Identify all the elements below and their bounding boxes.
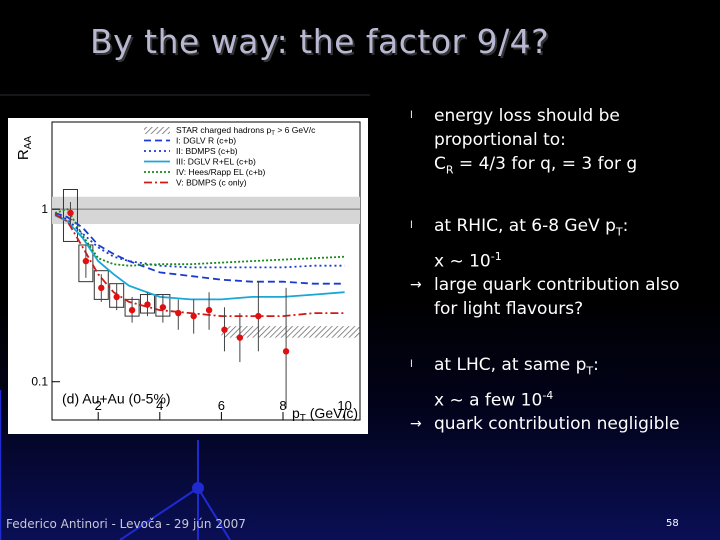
systematic-box	[62, 189, 78, 242]
data-point	[190, 312, 197, 320]
legend-label-series-4: IV: Hees/Rapp EL (c+b)	[176, 167, 266, 177]
data-point	[82, 257, 90, 265]
panel-label: (d) Au+Au (0-5%)	[62, 390, 171, 406]
data-point	[128, 306, 136, 314]
x-tick-label: 6	[218, 398, 225, 413]
y-axis-label: RAA	[15, 136, 34, 161]
x-tick-label: 10	[337, 398, 351, 413]
data-point	[255, 312, 262, 320]
data-point	[205, 306, 213, 314]
data-point	[175, 309, 182, 317]
curve-series-2	[54, 212, 345, 269]
bullet-line: quark contribution negligible	[434, 414, 680, 435]
data-point	[236, 334, 244, 341]
bullet-line: at RHIC, at 6-8 GeV pT:	[434, 216, 629, 239]
legend-label-series-1: I: DGLV R (c+b)	[176, 136, 236, 146]
plot-frame	[51, 121, 361, 421]
bullet-negligible: → quark contribution negligible	[410, 412, 715, 436]
x-tick-label: 2	[95, 398, 102, 413]
data-point	[98, 284, 105, 292]
x-tick-label: 4	[156, 398, 163, 413]
legend-swatch-reference	[144, 127, 170, 134]
curve-series-4	[54, 208, 345, 267]
x-value: x ~ 10-1	[434, 249, 502, 272]
x-tick-label: 8	[279, 398, 286, 413]
curve-series-1	[54, 212, 345, 285]
data-point	[159, 304, 167, 311]
legend-label-series-5: V: BDMPS (c only)	[176, 178, 247, 188]
legend-label-series-3: III: DGLV R+EL (c+b)	[176, 157, 256, 167]
arrow-icon: →	[410, 416, 422, 433]
normalization-band	[52, 196, 360, 225]
x-axis-label: pT (GeV/c)	[292, 405, 358, 424]
bullet-line: large quark contribution also	[434, 275, 680, 296]
bullet-quark-contribution: → large quark contribution also for ligh…	[410, 273, 715, 321]
curve-series-3	[54, 214, 345, 301]
data-point	[144, 301, 151, 308]
color-factor-formula: CR = 4/3 for q, = 3 for g	[434, 154, 638, 177]
bullet-line: for light flavours?	[434, 299, 584, 320]
raa-chart: 2 4 6 8 10 1 0.1 STAR charged hadrons pT > 6 G…	[15, 121, 361, 424]
data-point	[67, 209, 74, 217]
bullet-lhc: l at LHC, at same pT: x ~ a few 10-4	[410, 353, 715, 412]
legend-label-series-2: II: BDMPS (c+b)	[176, 146, 238, 156]
bullet-list: l energy loss should be proportional to:…	[410, 104, 715, 436]
data-point	[221, 326, 228, 333]
y-tick-label: 0.1	[31, 375, 48, 389]
y-tick-label: 1	[41, 202, 48, 216]
curve-series-5	[54, 213, 345, 317]
page-number: 58	[666, 518, 679, 529]
bullet-line: proportional to:	[434, 130, 566, 150]
bullet-line: at LHC, at same pT:	[434, 355, 599, 378]
raa-plot: 2 4 6 8 10 1 0.1 STAR charged hadrons pT > 6 G…	[8, 118, 368, 434]
x-value: x ~ a few 10-4	[434, 388, 554, 411]
legend-label-reference: STAR charged hadrons pT > 6 GeV/c	[176, 125, 316, 137]
data-point	[113, 293, 120, 301]
bullet-marker: l	[410, 110, 413, 121]
bullet-energy-loss: l energy loss should be proportional to:…	[410, 104, 715, 182]
arrow-icon: →	[410, 277, 422, 294]
data-point	[282, 348, 290, 355]
footer: Federico Antinori - Levoča - 29 jún 2007	[6, 517, 246, 531]
bullet-rhic: l at RHIC, at 6-8 GeV pT: x ~ 10-1	[410, 214, 715, 273]
slide-title: By the way: the factor 9/4?	[90, 22, 550, 61]
bullet-marker: l	[410, 359, 413, 371]
bullet-marker: l	[410, 220, 413, 232]
bullet-line: energy loss should be	[434, 106, 620, 126]
star-reference-band	[221, 326, 360, 338]
